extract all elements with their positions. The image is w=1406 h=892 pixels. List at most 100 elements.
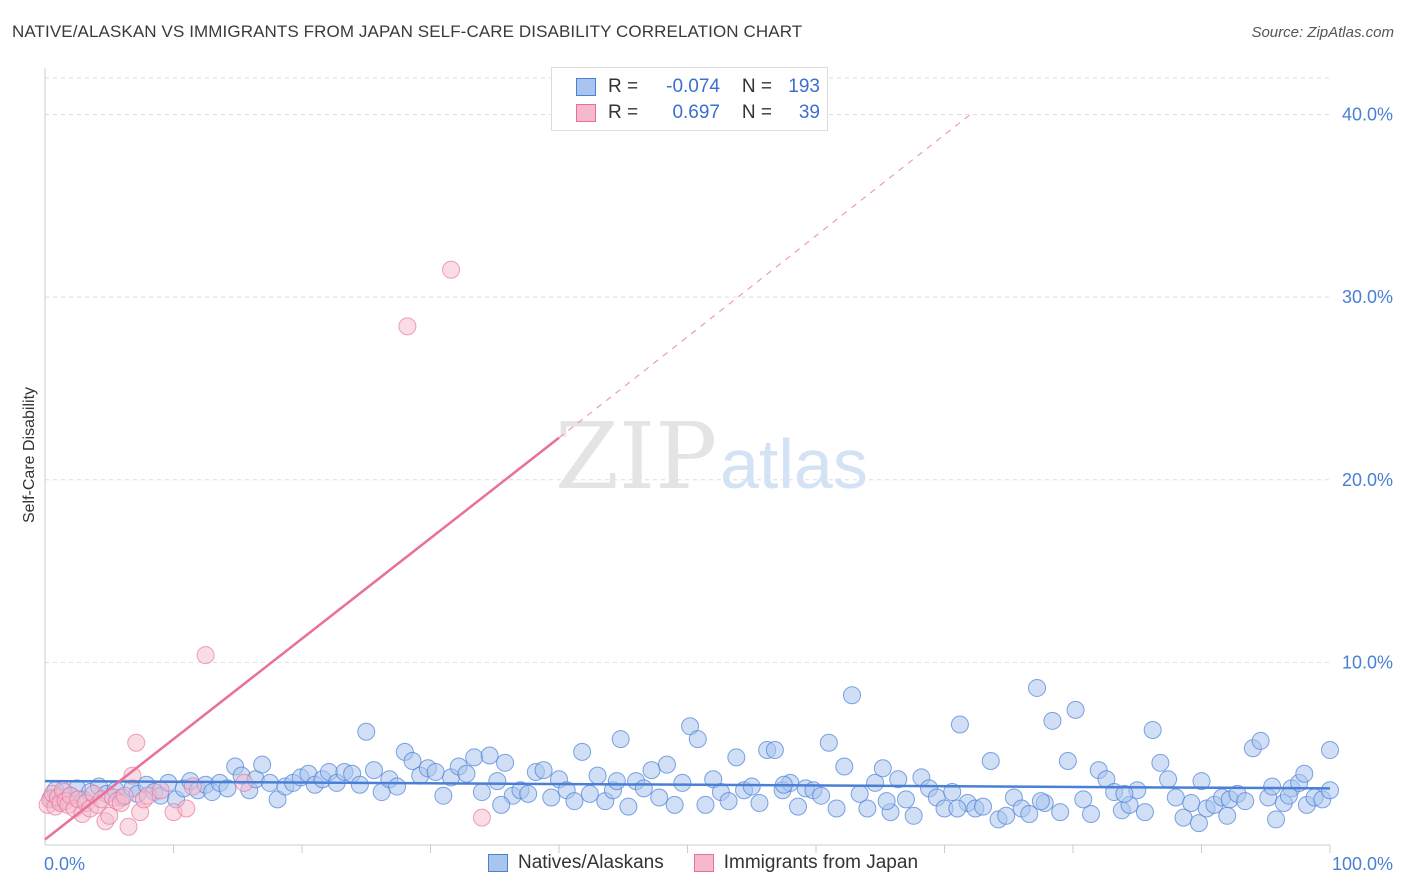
data-point-japan: [398, 317, 417, 336]
data-point-natives: [750, 793, 769, 812]
x-tick-label: 100.0%: [1332, 854, 1393, 874]
data-point-japan: [115, 786, 134, 805]
data-point-natives: [1043, 711, 1062, 730]
data-point-natives: [981, 751, 1000, 770]
data-point-natives: [877, 792, 896, 811]
data-point-japan: [100, 806, 119, 825]
data-point-natives: [492, 795, 511, 814]
data-point-natives: [858, 799, 877, 818]
legend-label-japan: Immigrants from Japan: [723, 852, 919, 873]
data-point-natives: [1263, 777, 1282, 796]
x-tick-label: 0.0%: [44, 854, 85, 874]
data-point-natives: [1251, 731, 1270, 750]
data-point-natives: [974, 797, 993, 816]
data-point-natives: [434, 786, 453, 805]
data-point-natives: [565, 792, 584, 811]
data-point-natives: [1279, 786, 1298, 805]
legend-r-label: R =: [608, 102, 639, 123]
legend-n-label: N =: [741, 102, 772, 123]
data-point-natives: [496, 753, 515, 772]
data-point-natives: [607, 772, 626, 791]
data-point-natives: [619, 797, 638, 816]
data-point-natives: [835, 757, 854, 776]
legend-n-value: 193: [788, 76, 820, 97]
data-point-natives: [948, 799, 967, 818]
data-point-natives: [534, 761, 553, 780]
legend-label-natives: Natives/Alaskans: [517, 852, 664, 873]
data-point-natives: [657, 755, 676, 774]
data-point-natives: [573, 742, 592, 761]
legend-r-label: R =: [608, 76, 639, 97]
data-point-natives: [997, 806, 1016, 825]
data-point-natives: [1081, 804, 1100, 823]
grid-lines: [45, 77, 1330, 663]
data-point-natives: [1028, 678, 1047, 697]
legend-n-label: N =: [741, 76, 772, 97]
series-natives-points: [42, 678, 1339, 833]
data-point-natives: [253, 755, 272, 774]
data-point-natives: [1066, 700, 1085, 719]
data-point-natives: [1192, 772, 1211, 791]
data-point-natives: [1151, 753, 1170, 772]
data-point-natives: [1115, 784, 1134, 803]
data-point-natives: [364, 761, 383, 780]
data-point-natives: [480, 746, 499, 765]
data-point-natives: [1143, 720, 1162, 739]
data-point-natives: [827, 799, 846, 818]
data-point-natives: [357, 722, 376, 741]
data-point-natives: [1074, 790, 1093, 809]
data-point-natives: [218, 779, 237, 798]
data-point-natives: [950, 715, 969, 734]
data-point-natives: [519, 784, 538, 803]
data-point-japan: [442, 260, 461, 279]
legend-row-japan: R = 0.697 N = 39: [576, 101, 820, 125]
legend-swatch-blue: [576, 78, 596, 96]
legend-item-natives: Natives/Alaskans: [487, 852, 664, 874]
data-point-natives: [1159, 770, 1178, 789]
watermark-zip: ZIP: [555, 403, 717, 510]
data-point-natives: [1189, 814, 1208, 833]
data-point-natives: [719, 792, 738, 811]
data-point-natives: [1236, 792, 1255, 811]
data-point-natives: [588, 766, 607, 785]
legend-r-value: -0.074: [666, 76, 720, 97]
data-point-japan: [123, 766, 142, 785]
data-point-natives: [388, 777, 407, 796]
data-point-natives: [542, 788, 561, 807]
data-point-natives: [742, 777, 761, 796]
data-point-natives: [866, 773, 885, 792]
data-point-natives: [465, 748, 484, 767]
data-point-japan: [151, 781, 170, 800]
y-axis-label: Self-Care Disability: [21, 387, 38, 523]
data-point-japan: [196, 646, 215, 665]
data-point-natives: [665, 795, 684, 814]
data-point-natives: [896, 790, 915, 809]
tick-labels: 10.0% 20.0% 30.0% 40.0% 0.0% 100.0%: [44, 105, 1393, 874]
trend-line-natives: [44, 779, 1331, 790]
source-label: Source: ZipAtlas.com: [1251, 24, 1394, 41]
data-point-natives: [1031, 792, 1050, 811]
data-point-natives: [1321, 781, 1339, 800]
chart-title: NATIVE/ALASKAN VS IMMIGRANTS FROM JAPAN …: [12, 22, 803, 41]
data-point-natives: [889, 770, 908, 789]
data-point-natives: [642, 761, 661, 780]
data-point-natives: [943, 783, 962, 802]
data-point-natives: [1267, 810, 1286, 829]
data-point-natives: [1058, 751, 1077, 770]
data-point-japan: [177, 799, 196, 818]
data-point-natives: [350, 775, 369, 794]
series-legend: Natives/Alaskans Immigrants from Japan: [0, 852, 1406, 874]
data-point-natives: [789, 797, 808, 816]
data-point-natives: [1135, 803, 1154, 822]
legend-r-value: 0.697: [672, 102, 720, 123]
y-tick-label: 30.0%: [1342, 287, 1393, 307]
correlation-legend: R = -0.074 N = 193 R = 0.697 N = 39: [551, 67, 828, 131]
data-point-natives: [426, 762, 445, 781]
data-point-natives: [1218, 806, 1237, 825]
trend-line-japan: [44, 436, 560, 841]
data-point-natives: [1182, 793, 1201, 812]
data-point-natives: [457, 764, 476, 783]
legend-swatch-pink: [693, 854, 714, 872]
data-point-natives: [1295, 764, 1314, 783]
legend-swatch-pink: [576, 104, 596, 122]
